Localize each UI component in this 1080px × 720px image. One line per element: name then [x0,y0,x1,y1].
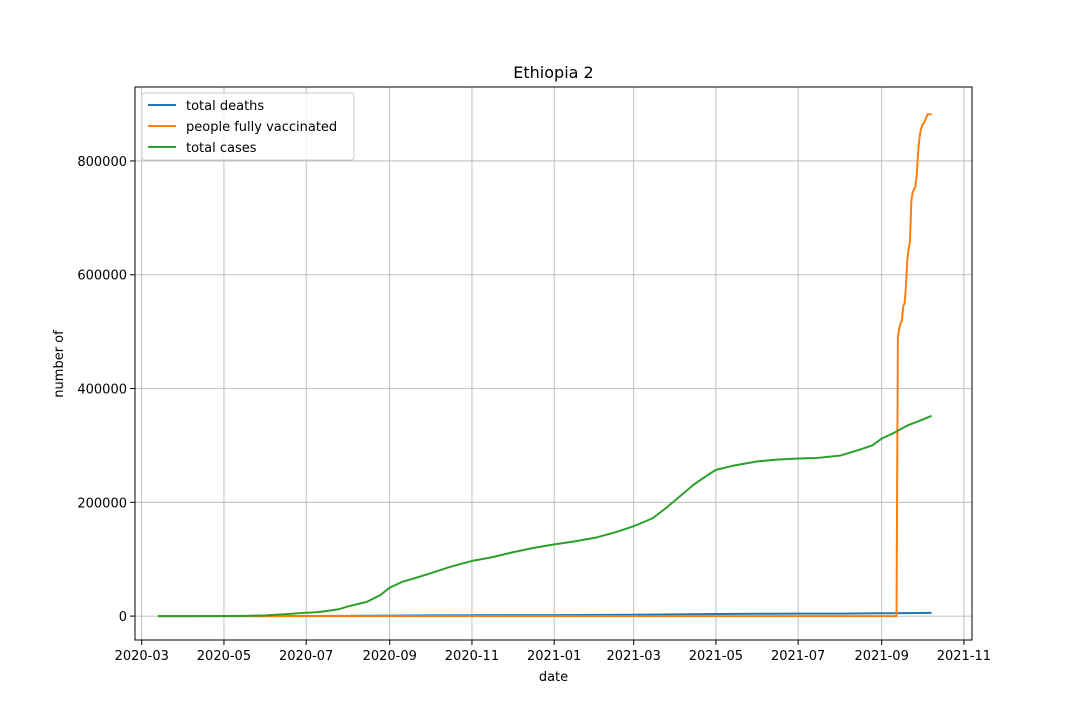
legend-box [141,92,355,161]
x-tick-label-2020-05: 2020-05 [197,649,251,664]
x-tick-label-2021-11: 2021-11 [937,649,991,664]
series-line-people-fully-vaccinated [157,113,932,618]
x-tick-label-2021-01: 2021-01 [527,649,581,664]
axis-ticks: 2020-03 2020-05 2020-07 2020-09 2020-11 2021-… [77,155,991,664]
x-tick-label-2020-03: 2020-03 [115,649,169,664]
grid-lines [135,87,972,640]
y-tick-label-400000: 400000 [77,383,127,398]
legend-label-total-cases: total cases [186,141,257,156]
x-tick-label-2020-11: 2020-11 [445,649,499,664]
plot-frame [134,86,973,641]
x-axis-label: date [539,670,568,685]
legend-label-people-fully-vaccinated: people fully vaccinated [186,120,337,135]
legend-label-total-deaths: total deaths [186,99,264,114]
x-tick-label-2021-09: 2021-09 [855,649,909,664]
y-tick-label-600000: 600000 [77,269,127,284]
y-tick-label-0: 0 [119,610,127,625]
x-tick-label-2020-09: 2020-09 [363,649,417,664]
x-tick-label-2020-07: 2020-07 [279,649,333,664]
legend: total deaths people fully vaccinated tot… [141,92,355,161]
x-tick-label-2021-03: 2021-03 [607,649,661,664]
x-tick-label-2021-05: 2021-05 [689,649,743,664]
chart-title: Ethiopia 2 [513,63,593,82]
y-axis-label: number of [52,330,67,398]
x-tick-label-2021-07: 2021-07 [771,649,825,664]
series-lines [157,113,932,618]
y-tick-label-200000: 200000 [77,496,127,511]
y-tick-label-800000: 800000 [77,155,127,170]
series-line-total-cases [157,414,932,618]
